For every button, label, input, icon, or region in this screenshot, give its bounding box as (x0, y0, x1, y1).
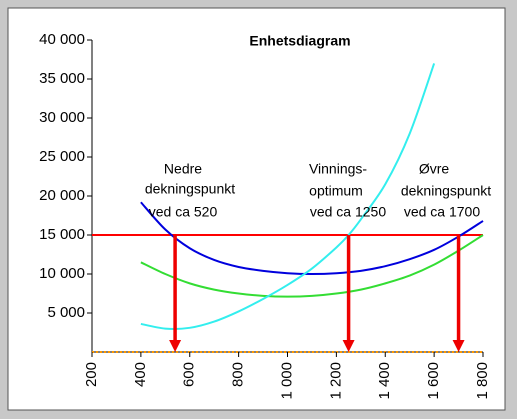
y-tick-label: 25 000 (39, 148, 85, 165)
annotation: dekningspunkt (145, 181, 235, 197)
y-tick-label: 15 000 (39, 226, 85, 243)
y-tick-label: 40 000 (39, 31, 85, 48)
x-tick-label: 1 800 (474, 362, 491, 400)
y-tick-label: 35 000 (39, 70, 85, 87)
series-line (140, 63, 436, 330)
arrow-head (169, 340, 182, 352)
x-tick-label: 1 600 (425, 362, 442, 400)
x-tick-label: 800 (230, 362, 247, 387)
annotation: ved ca 1250 (310, 204, 386, 220)
y-tick-label: 5 000 (47, 304, 85, 321)
annotation: Øvre (419, 161, 450, 177)
x-tick-label: 1 400 (376, 362, 393, 400)
plot-background (7, 7, 506, 411)
arrow-head (452, 340, 465, 352)
chart-title: Enhetsdiagram (249, 33, 350, 49)
x-tick-label: 1 000 (278, 362, 295, 400)
annotation: Nedre (164, 161, 202, 177)
annotation: dekningspunkt (401, 183, 491, 199)
y-tick-label: 10 000 (39, 265, 85, 282)
x-tick-label: 400 (132, 362, 149, 387)
x-tick-label: 1 200 (327, 362, 344, 400)
series-line (140, 201, 484, 276)
x-tick-label: 600 (181, 362, 198, 387)
annotation: Vinnings- (309, 161, 367, 177)
y-tick-label: 20 000 (39, 187, 85, 204)
annotation: ved ca 1700 (404, 204, 480, 220)
annotation: ved ca 520 (149, 204, 218, 220)
y-tick-label: 30 000 (39, 109, 85, 126)
arrow-head (342, 340, 355, 352)
series-line (140, 234, 484, 298)
annotation: optimum (309, 183, 363, 199)
x-tick-label: 200 (83, 362, 100, 387)
